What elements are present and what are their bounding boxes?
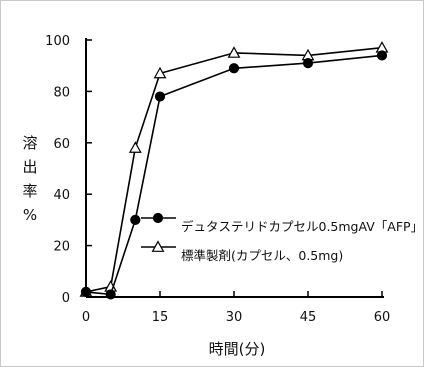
legend-marker	[151, 240, 165, 252]
data-point	[302, 58, 314, 69]
x-tick-label: 30	[226, 310, 243, 325]
data-point	[128, 141, 142, 153]
legend: デュタステリドカプセル0.5mgAV「AFP」標準製剤(カプセル、0.5mg)	[141, 212, 423, 263]
axes: 0 20 40 60 80 100 0 15 30 45 60	[45, 34, 390, 325]
data-point	[376, 50, 388, 61]
data-point	[105, 289, 116, 300]
series-layer	[79, 41, 389, 300]
data-point	[153, 66, 167, 79]
series-0	[80, 50, 388, 300]
legend-entry-1: 標準製剤(カプセル、0.5mg)	[141, 240, 343, 263]
y-axis-title-char: 出	[22, 158, 37, 176]
legend-entry-0: デュタステリドカプセル0.5mgAV「AFP」	[141, 212, 423, 234]
data-point	[228, 63, 240, 74]
x-tick-label: 15	[152, 310, 169, 325]
y-tick-label: 80	[53, 85, 70, 100]
data-point	[154, 91, 166, 102]
y-tick-label: 20	[53, 240, 70, 255]
y-axis-title-char: %	[23, 206, 37, 224]
y-tick-label: 0	[62, 291, 70, 306]
axis-labels: 溶出率% 時間(分)	[22, 134, 265, 358]
y-tick-label: 100	[45, 34, 70, 49]
legend-marker	[152, 212, 164, 224]
y-tick-label: 40	[53, 188, 70, 203]
x-tick-label: 0	[82, 310, 90, 325]
x-tick-label: 60	[374, 310, 391, 325]
data-point	[80, 286, 92, 297]
y-axis-title-char: 溶	[22, 134, 37, 152]
x-tick-label: 45	[300, 310, 317, 325]
x-axis-title: 時間(分)	[209, 340, 266, 358]
y-tick-label: 60	[53, 137, 70, 152]
legend-label: デュタステリドカプセル0.5mgAV「AFP」	[181, 219, 423, 234]
y-axis-title-char: 率	[22, 182, 37, 200]
data-point	[227, 46, 241, 58]
legend-label: 標準製剤(カプセル、0.5mg)	[181, 248, 343, 263]
data-point	[130, 214, 141, 225]
